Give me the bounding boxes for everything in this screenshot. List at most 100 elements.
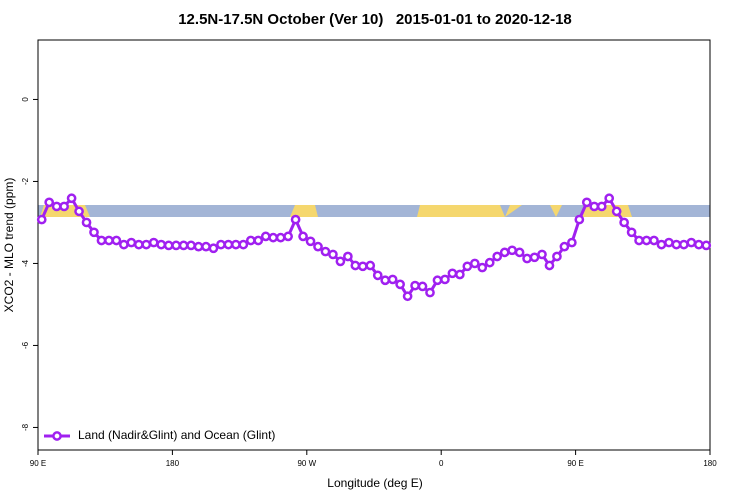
point — [44, 197, 55, 208]
point — [619, 217, 629, 228]
map-strip — [38, 205, 710, 217]
point — [611, 206, 622, 217]
land — [505, 205, 522, 217]
point — [522, 253, 532, 264]
point — [156, 239, 167, 250]
point — [671, 239, 682, 250]
point — [208, 243, 219, 254]
x-tick-label: 90 W — [297, 459, 316, 468]
point — [552, 251, 562, 262]
point — [104, 235, 114, 246]
chart-title: 12.5N-17.5N October (Ver 10) 2015-01-01 … — [178, 11, 572, 28]
land — [290, 205, 318, 217]
point — [664, 237, 674, 248]
point — [656, 239, 667, 250]
point — [126, 237, 137, 248]
point — [178, 240, 189, 251]
point — [514, 247, 525, 258]
point — [417, 281, 428, 292]
point — [320, 246, 331, 257]
point — [499, 247, 510, 258]
point — [238, 239, 249, 250]
point — [260, 231, 271, 242]
x-tick-label: 90 E — [567, 459, 583, 468]
point — [298, 231, 308, 242]
legend-label: Land (Nadir&Glint) and Ocean (Glint) — [78, 428, 275, 442]
point — [679, 239, 689, 250]
ocean-band — [38, 205, 710, 217]
point — [350, 260, 361, 271]
point — [365, 260, 376, 271]
point — [81, 217, 92, 228]
point — [193, 241, 204, 252]
point — [395, 279, 405, 290]
point — [529, 252, 540, 263]
x-axis-label: Longitude (deg E) — [327, 476, 422, 490]
point — [268, 232, 279, 243]
y-tick-label: -6 — [21, 341, 30, 349]
y-axis-label: XCO2 - MLO trend (ppm) — [2, 178, 16, 313]
land — [550, 205, 562, 217]
point — [462, 261, 473, 272]
point — [141, 239, 152, 250]
point — [253, 235, 264, 246]
point — [66, 193, 77, 204]
point — [380, 275, 391, 286]
point — [581, 197, 592, 208]
point — [693, 239, 704, 250]
point — [74, 206, 84, 217]
legend-marker — [52, 431, 62, 441]
x-tick-label: 180 — [703, 459, 717, 468]
x-tick-label: 0 — [439, 459, 444, 468]
point — [544, 260, 555, 271]
point — [372, 270, 383, 281]
point — [455, 269, 465, 280]
point — [357, 261, 368, 272]
point — [537, 249, 547, 260]
point — [133, 239, 144, 250]
point — [163, 240, 174, 251]
point — [567, 237, 577, 248]
point — [492, 251, 503, 262]
point — [111, 235, 122, 246]
point — [484, 257, 495, 268]
point — [589, 201, 600, 212]
point — [469, 258, 480, 269]
point — [223, 239, 234, 250]
point — [305, 236, 316, 247]
point — [51, 201, 62, 212]
point — [686, 237, 697, 248]
point — [641, 235, 652, 246]
point — [425, 287, 435, 298]
x-tick-label: 180 — [166, 459, 180, 468]
point — [290, 214, 301, 225]
point — [313, 241, 323, 252]
land — [417, 205, 505, 217]
point — [343, 251, 353, 262]
y-tick-label: -2 — [21, 177, 30, 185]
point — [507, 245, 517, 256]
point — [432, 275, 443, 286]
y-tick-label: -8 — [21, 423, 30, 431]
point — [89, 227, 99, 238]
x-tick-label: 90 E — [30, 459, 46, 468]
point — [36, 214, 47, 225]
point — [440, 274, 450, 285]
point — [634, 235, 644, 246]
point — [574, 214, 585, 225]
point — [148, 237, 159, 248]
point — [447, 268, 458, 279]
point — [402, 291, 413, 302]
point — [201, 241, 211, 252]
point — [283, 231, 293, 242]
y-tick-label: -4 — [21, 259, 30, 267]
y-tick-label: 0 — [21, 97, 30, 102]
point — [335, 256, 346, 267]
point — [171, 240, 181, 251]
point — [410, 280, 420, 291]
point — [216, 239, 226, 250]
point — [231, 239, 241, 250]
point — [245, 235, 256, 246]
point — [596, 201, 607, 212]
